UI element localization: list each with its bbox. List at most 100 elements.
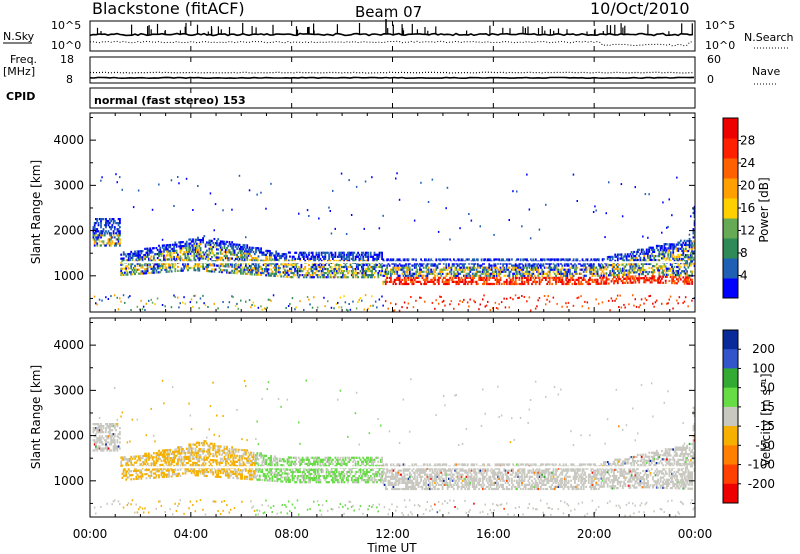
- heatmap-cell: [129, 474, 131, 477]
- heatmap-cell: [237, 307, 239, 310]
- heatmap-cell: [160, 459, 163, 462]
- heatmap-cell: [435, 299, 437, 302]
- heatmap-cell: [154, 259, 157, 262]
- heatmap-cell: [407, 282, 410, 286]
- heatmap-cell: [328, 272, 330, 275]
- heatmap-cell: [325, 276, 328, 279]
- heatmap-cell: [242, 248, 245, 251]
- heatmap-cell: [626, 259, 629, 262]
- heatmap-cell: [165, 246, 168, 249]
- heatmap-cell: [542, 264, 545, 267]
- heatmap-cell: [548, 264, 551, 267]
- heatmap-cell: [407, 302, 410, 305]
- heatmap-cell: [512, 266, 514, 269]
- heatmap-cell: [93, 427, 96, 430]
- heatmap-cell: [345, 267, 348, 271]
- heatmap-cell: [672, 253, 675, 256]
- heatmap-cell: [267, 272, 270, 275]
- heatmap-cell: [437, 280, 440, 283]
- heatmap-cell: [113, 425, 116, 428]
- heatmap-cell: [115, 429, 117, 432]
- heatmap-cell: [146, 265, 149, 269]
- heatmap-cell: [586, 266, 589, 269]
- heatmap-cell: [576, 297, 578, 300]
- heatmap-cell: [343, 276, 346, 279]
- heatmap-cell: [160, 252, 163, 255]
- heatmap-cell: [355, 307, 358, 310]
- heatmap-cell: [362, 274, 365, 277]
- heatmap-cell: [415, 258, 417, 261]
- heatmap-cell: [450, 270, 453, 273]
- heatmap-cell: [497, 262, 499, 265]
- heatmap-cell: [620, 255, 623, 258]
- heatmap-cell: [455, 280, 458, 283]
- heatmap-cell: [195, 464, 198, 467]
- heatmap-cell: [98, 441, 101, 444]
- heatmap-cell: [204, 454, 207, 457]
- heatmap-cell: [658, 281, 661, 284]
- heatmap-cell: [149, 456, 151, 459]
- heatmap-cell: [185, 240, 188, 243]
- heatmap-cell: [497, 272, 499, 275]
- heatmap-cell: [160, 254, 163, 257]
- heatmap-cell: [692, 258, 695, 261]
- heatmap-cell: [155, 253, 158, 256]
- heatmap-cell: [233, 259, 236, 262]
- heatmap-cell: [595, 258, 598, 261]
- heatmap-cell: [442, 282, 445, 286]
- heatmap-cell: [93, 238, 96, 241]
- heatmap-cell: [192, 457, 194, 460]
- heatmap-cell: [93, 506, 96, 509]
- heatmap-cell: [437, 282, 440, 286]
- heatmap-cell: [406, 270, 409, 273]
- nsky-right-tick-top: 10^5: [705, 19, 735, 32]
- heatmap-cell: [688, 254, 691, 257]
- heatmap-cell: [266, 306, 268, 309]
- heatmap-cell: [285, 265, 288, 268]
- heatmap-cell: [95, 512, 97, 515]
- heatmap-cell: [499, 266, 502, 269]
- heatmap-cell: [437, 276, 440, 279]
- heatmap-cell: [678, 255, 681, 258]
- nsky-panel: N.Sky 10^5 10^0 10^5 10^0 N.Search: [3, 19, 794, 52]
- heatmap-cell: [364, 259, 367, 262]
- heatmap-cell: [355, 263, 358, 267]
- heatmap-cell: [306, 270, 309, 273]
- heatmap-cell: [117, 224, 120, 227]
- heatmap-cell: [681, 249, 683, 252]
- heatmap-cell: [582, 268, 585, 271]
- heatmap-cell: [174, 241, 177, 244]
- heatmap-cell: [277, 252, 280, 255]
- heatmap-cell: [234, 257, 237, 260]
- heatmap-cell: [159, 468, 162, 471]
- heatmap-cell: [216, 240, 218, 243]
- heatmap-cell: [323, 259, 325, 262]
- heatmap-cell: [219, 258, 222, 261]
- heatmap-cell: [687, 276, 690, 279]
- heatmap-cell: [131, 273, 134, 276]
- heatmap-cell: [334, 274, 337, 277]
- heatmap-cell: [141, 250, 144, 253]
- heatmap-cell: [353, 259, 356, 262]
- heatmap-cell: [188, 455, 191, 458]
- heatmap-cell: [508, 282, 511, 286]
- heatmap-cell: [212, 461, 215, 464]
- heatmap-cell: [166, 252, 169, 255]
- heatmap-cell: [522, 268, 525, 271]
- heatmap-cell: [121, 273, 124, 276]
- heatmap-cell: [688, 248, 691, 251]
- heatmap-cell: [136, 252, 139, 255]
- heatmap-cell: [552, 270, 555, 273]
- heatmap-cell: [105, 439, 107, 442]
- heatmap-cell: [158, 449, 160, 452]
- heatmap-cell: [569, 272, 571, 275]
- heatmap-cell: [120, 261, 123, 264]
- heatmap-cell: [545, 203, 547, 206]
- heatmap-cell: [526, 266, 528, 269]
- heatmap-cell: [183, 253, 186, 256]
- heatmap-cell: [245, 248, 247, 251]
- heatmap-cell: [171, 458, 174, 462]
- heatmap-cell: [677, 270, 680, 273]
- heatmap-cell: [229, 263, 232, 266]
- heatmap-cell: [158, 470, 160, 473]
